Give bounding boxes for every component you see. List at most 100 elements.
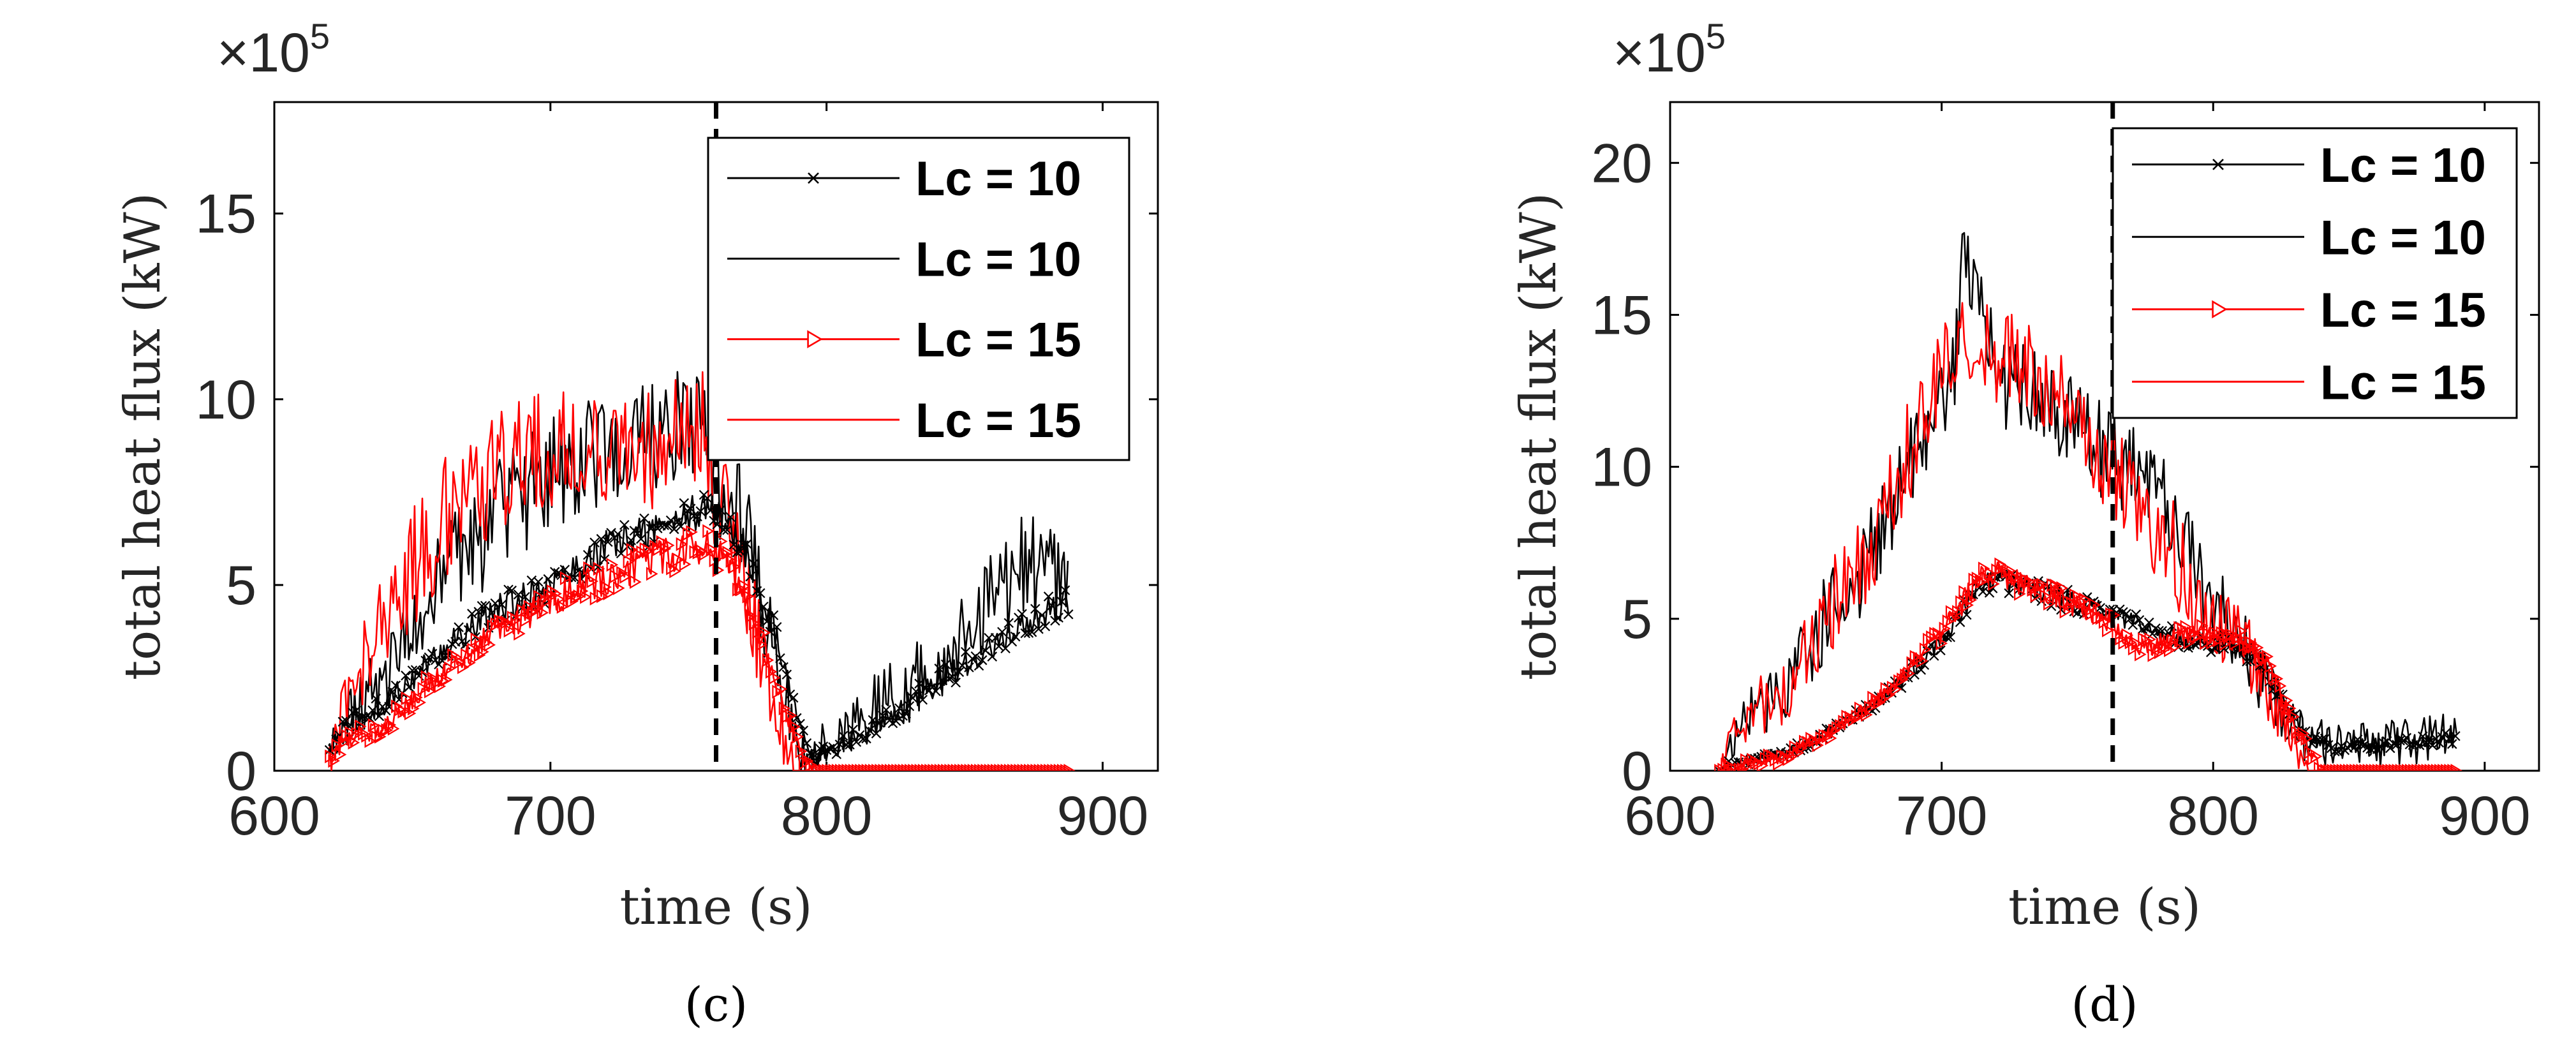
marker-x	[934, 664, 944, 674]
marker-triangle	[523, 600, 536, 614]
legend-entry-label: Lc = 15	[2320, 355, 2486, 410]
series-line	[1719, 302, 2457, 771]
marker-triangle	[2434, 764, 2446, 771]
marker-triangle	[1877, 692, 1890, 706]
marker-x	[891, 716, 901, 726]
marker-x	[725, 512, 736, 523]
marker-triangle	[2447, 764, 2459, 771]
marker-triangle	[1724, 764, 1736, 771]
marker-triangle	[1985, 567, 1997, 581]
marker-x	[387, 687, 398, 697]
marker-x	[795, 718, 805, 729]
marker-triangle	[835, 764, 847, 771]
legend-marker-triangle	[2212, 300, 2228, 319]
marker-triangle	[1809, 733, 1821, 748]
marker-triangle	[878, 764, 891, 771]
marker-triangle	[689, 545, 702, 560]
legend-marker-x	[2212, 158, 2224, 170]
marker-triangle	[1003, 764, 1016, 771]
marker-triangle	[1717, 762, 1729, 771]
y-exponent-label: ×105	[217, 16, 330, 84]
marker-triangle	[666, 561, 678, 576]
marker-triangle	[1736, 762, 1749, 771]
marker-x	[1945, 632, 1956, 643]
marker-triangle	[2392, 764, 2404, 771]
marker-x	[2349, 742, 2360, 753]
marker-x	[520, 591, 530, 602]
marker-triangle	[755, 637, 767, 652]
marker-triangle	[914, 764, 927, 771]
marker-triangle	[559, 571, 572, 586]
marker-x	[848, 724, 858, 735]
marker-triangle	[805, 758, 817, 771]
marker-triangle	[811, 764, 824, 771]
marker-triangle	[938, 764, 950, 771]
marker-triangle	[788, 720, 801, 734]
marker-x	[632, 528, 643, 539]
marker-triangle	[2424, 764, 2437, 771]
marker-triangle	[361, 729, 373, 743]
y-tick-label: 10	[1591, 437, 1652, 498]
series-2	[1719, 232, 2457, 771]
axes-box	[1669, 101, 2540, 772]
marker-triangle	[851, 764, 864, 771]
marker-x	[904, 701, 915, 711]
marker-x	[759, 602, 769, 612]
marker-triangle	[1932, 627, 1944, 641]
marker-x	[1017, 609, 1027, 620]
marker-triangle	[861, 764, 874, 771]
marker-triangle	[1974, 575, 1987, 589]
marker-x	[825, 743, 835, 754]
marker-triangle	[1776, 749, 1788, 764]
marker-triangle	[828, 764, 841, 771]
marker-triangle	[908, 764, 920, 771]
marker-x	[788, 692, 799, 703]
marker-triangle	[2095, 611, 2108, 625]
marker-triangle	[596, 589, 609, 604]
marker-triangle	[1847, 713, 1860, 727]
marker-triangle	[958, 764, 970, 771]
marker-triangle	[2027, 583, 2039, 597]
x-tick-label: 700	[505, 785, 596, 847]
marker-x	[2004, 588, 2014, 598]
marker-x	[2128, 620, 2138, 630]
marker-triangle	[2258, 650, 2270, 665]
marker-triangle	[417, 681, 430, 696]
marker-triangle	[881, 764, 894, 771]
marker-triangle	[699, 547, 711, 561]
marker-triangle	[2320, 764, 2332, 771]
marker-triangle	[2157, 641, 2170, 655]
marker-triangle	[2310, 749, 2323, 764]
marker-x	[907, 693, 918, 703]
marker-triangle	[583, 561, 595, 576]
marker-x	[1007, 636, 1018, 647]
marker-x	[914, 678, 924, 689]
marker-x	[2434, 738, 2445, 748]
series-1	[324, 489, 1074, 769]
marker-triangle	[2043, 597, 2055, 611]
marker-triangle	[2291, 725, 2303, 740]
marker-triangle	[974, 764, 986, 771]
marker-triangle	[2167, 634, 2179, 648]
marker-triangle	[785, 708, 797, 723]
marker-triangle	[420, 670, 433, 685]
marker-triangle	[2300, 731, 2313, 746]
marker-triangle	[1867, 690, 1879, 705]
marker-triangle	[905, 764, 917, 771]
marker-triangle	[725, 554, 738, 568]
marker-triangle	[928, 764, 940, 771]
marker-triangle	[2356, 764, 2368, 771]
marker-triangle	[2128, 641, 2140, 656]
marker-triangle	[1056, 764, 1069, 771]
marker-x	[665, 515, 676, 526]
marker-triangle	[848, 764, 861, 771]
marker-triangle	[1962, 598, 1974, 613]
marker-triangle	[662, 538, 675, 553]
marker-triangle	[1864, 700, 1876, 715]
marker-triangle	[2056, 581, 2069, 595]
marker-x	[861, 733, 871, 744]
marker-triangle	[802, 754, 814, 768]
marker-x	[804, 748, 815, 759]
marker-x	[1928, 651, 1939, 661]
marker-x	[503, 584, 514, 595]
